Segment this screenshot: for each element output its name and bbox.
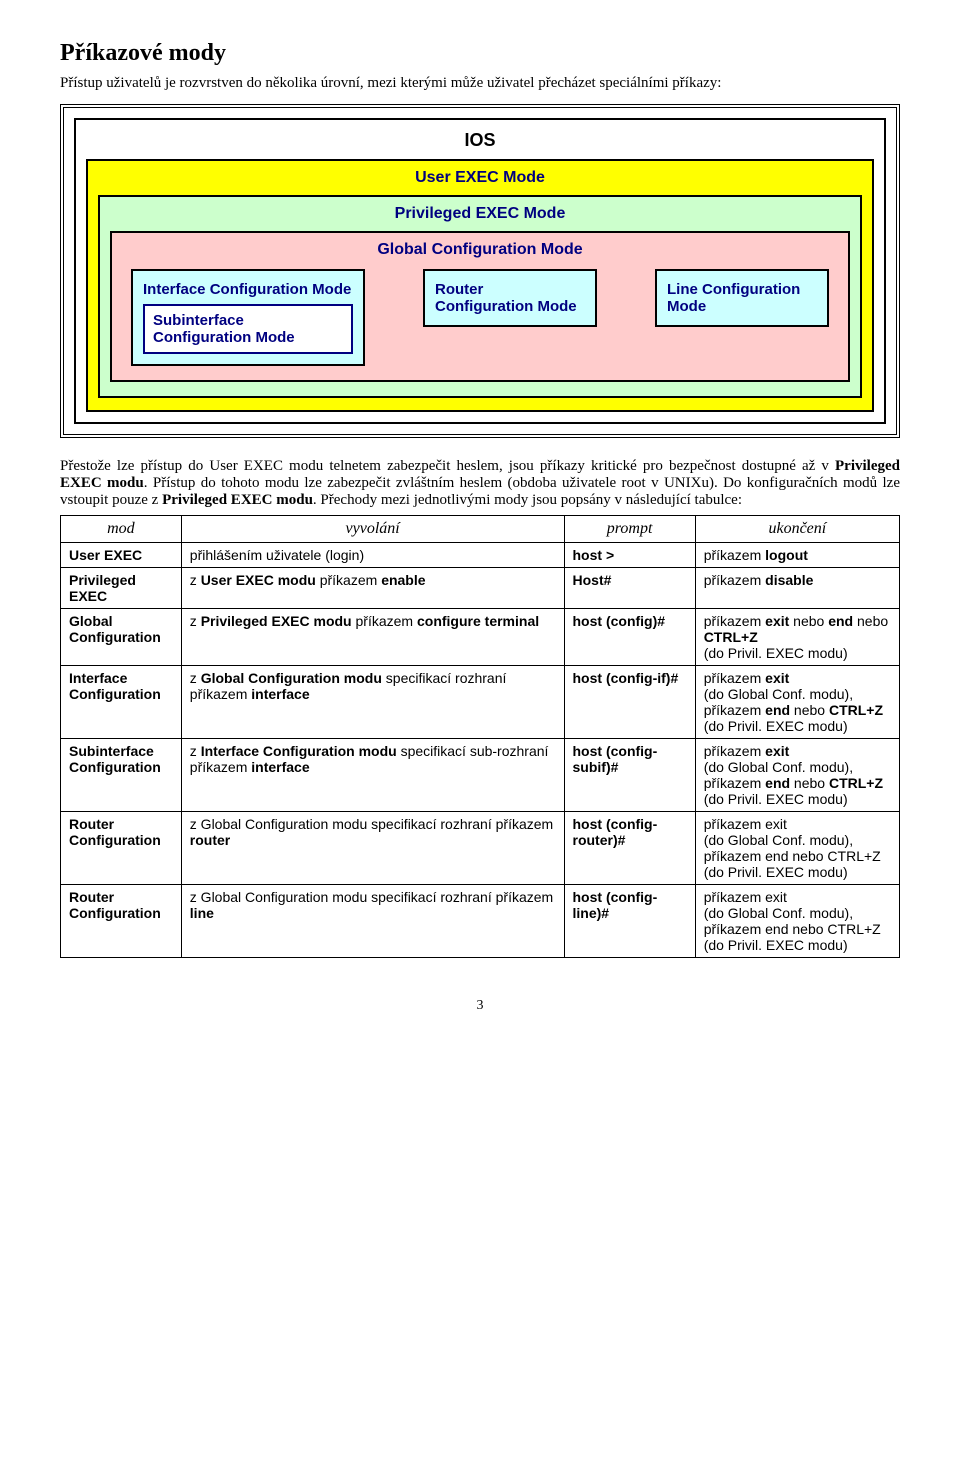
cell-ukonceni: příkazem exit(do Global Conf. modu),přík… (695, 666, 899, 739)
global-label: Global Configuration Mode (122, 241, 838, 259)
cell-prompt: host (config)# (564, 609, 695, 666)
cell-vyvolani: z Global Configuration modu specifikací … (181, 666, 564, 739)
intro-paragraph: Přístup uživatelů je rozvrstven do někol… (60, 75, 900, 92)
priv-exec-label: Privileged EXEC Mode (110, 205, 850, 223)
modes-table: mod vyvolání prompt ukončení User EXEC p… (60, 515, 900, 958)
cell-prompt: host (config-subif)# (564, 739, 695, 812)
cell-mod: InterfaceConfiguration (61, 666, 182, 739)
cell-vyvolani: z Global Configuration modu specifikací … (181, 812, 564, 885)
cell-mod: User EXEC (61, 543, 182, 568)
col-mod: mod (61, 516, 182, 543)
table-row: RouterConfiguration z Global Configurati… (61, 812, 900, 885)
cell-mod: GlobalConfiguration (61, 609, 182, 666)
col-prompt: prompt (564, 516, 695, 543)
router-box: Router Configuration Mode (423, 269, 597, 327)
cell-ukonceni: příkazem exit(do Global Conf. modu),přík… (695, 739, 899, 812)
cell-mod: SubinterfaceConfiguration (61, 739, 182, 812)
table-row: Privileged EXEC z User EXEC modu příkaze… (61, 568, 900, 609)
cell-prompt: Host# (564, 568, 695, 609)
table-row: InterfaceConfiguration z Global Configur… (61, 666, 900, 739)
col-ukonceni: ukončení (695, 516, 899, 543)
cell-mod: RouterConfiguration (61, 885, 182, 958)
cell-ukonceni: příkazem exit(do Global Conf. modu),přík… (695, 885, 899, 958)
cell-prompt: host (config-router)# (564, 812, 695, 885)
cell-vyvolani: z User EXEC modu příkazem enable (181, 568, 564, 609)
user-exec-label: User EXEC Mode (98, 169, 862, 187)
cell-ukonceni: příkazem exit nebo end nebo CTRL+Z(do Pr… (695, 609, 899, 666)
table-row: User EXEC přihlášením uživatele (login) … (61, 543, 900, 568)
subinterface-box: Subinterface Configuration Mode (143, 304, 353, 354)
body-paragraph: Přestože lze přístup do User EXEC modu t… (60, 458, 900, 509)
cell-mod: Privileged EXEC (61, 568, 182, 609)
cell-prompt: host (config-line)# (564, 885, 695, 958)
cell-prompt: host > (564, 543, 695, 568)
cell-vyvolani: z Privileged EXEC modu příkazem configur… (181, 609, 564, 666)
col-vyvolani: vyvolání (181, 516, 564, 543)
cell-prompt: host (config-if)# (564, 666, 695, 739)
cell-ukonceni: příkazem exit(do Global Conf. modu),přík… (695, 812, 899, 885)
cell-mod: RouterConfiguration (61, 812, 182, 885)
table-row: GlobalConfiguration z Privileged EXEC mo… (61, 609, 900, 666)
priv-exec-box: Privileged EXEC Mode Global Configuratio… (98, 195, 862, 398)
cell-vyvolani: přihlášením uživatele (login) (181, 543, 564, 568)
interface-box: Interface Configuration Mode Subinterfac… (131, 269, 365, 366)
table-row: SubinterfaceConfiguration z Interface Co… (61, 739, 900, 812)
ios-label: IOS (86, 130, 874, 151)
page-number: 3 (60, 998, 900, 1014)
line-box: Line Configuration Mode (655, 269, 829, 327)
cell-vyvolani: z Interface Configuration modu specifika… (181, 739, 564, 812)
diagram-frame: IOS User EXEC Mode Privileged EXEC Mode … (60, 104, 900, 438)
mode-row: Interface Configuration Mode Subinterfac… (122, 269, 838, 366)
table-row: RouterConfiguration z Global Configurati… (61, 885, 900, 958)
cell-ukonceni: příkazem logout (695, 543, 899, 568)
cell-ukonceni: příkazem disable (695, 568, 899, 609)
global-box: Global Configuration Mode Interface Conf… (110, 231, 850, 382)
table-header-row: mod vyvolání prompt ukončení (61, 516, 900, 543)
interface-label: Interface Configuration Mode (143, 281, 353, 298)
ios-box: IOS User EXEC Mode Privileged EXEC Mode … (74, 118, 886, 424)
user-exec-box: User EXEC Mode Privileged EXEC Mode Glob… (86, 159, 874, 412)
cell-vyvolani: z Global Configuration modu specifikací … (181, 885, 564, 958)
page-title: Příkazové mody (60, 40, 900, 67)
